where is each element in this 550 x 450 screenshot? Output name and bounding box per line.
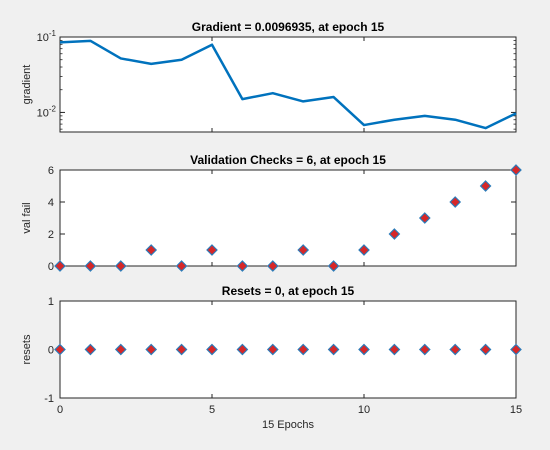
y-tick-label: 10-2 xyxy=(37,104,57,119)
y-tick-base: 10 xyxy=(37,107,49,119)
data-point xyxy=(145,244,158,256)
gradient-line xyxy=(59,39,517,130)
data-point xyxy=(388,343,401,356)
x-tick-label: 0 xyxy=(57,404,63,416)
chart-title: Validation Checks = 6, at epoch 15 xyxy=(190,153,386,167)
data-point xyxy=(54,343,66,356)
y-tick-label: 1 xyxy=(48,296,54,308)
data-point xyxy=(358,244,370,256)
chart-title: Gradient = 0.0096935, at epoch 15 xyxy=(192,20,385,34)
data-point xyxy=(84,260,97,272)
data-point xyxy=(479,180,492,192)
data-point xyxy=(297,244,310,256)
x-tick-label: 10 xyxy=(358,404,370,416)
data-point xyxy=(236,260,249,272)
data-point xyxy=(418,212,431,224)
y-tick-label: 10-1 xyxy=(37,29,57,44)
y-tick-label: 4 xyxy=(48,197,54,209)
data-point xyxy=(449,196,462,208)
data-point xyxy=(236,343,249,356)
y-tick-label: 6 xyxy=(48,165,54,177)
y-axis-label: val fail xyxy=(21,202,33,233)
data-point xyxy=(388,228,401,240)
data-point xyxy=(358,343,370,356)
axes-box xyxy=(59,36,517,133)
data-point xyxy=(206,244,218,256)
data-point xyxy=(418,343,431,356)
data-point xyxy=(266,343,279,356)
data-point xyxy=(449,343,462,356)
data-point xyxy=(327,343,340,356)
axes-box xyxy=(59,169,517,267)
panel-1: Validation Checks = 6, at epoch 15 val fa… xyxy=(21,153,522,273)
x-tick-label: 5 xyxy=(209,404,215,416)
panel-0: Gradient = 0.0096935, at epoch 15 gradien… xyxy=(21,20,517,133)
y-axis-label: gradient xyxy=(21,65,33,105)
y-axis-label: resets xyxy=(21,334,33,364)
chart-title: Resets = 0, at epoch 15 xyxy=(222,284,355,298)
data-point xyxy=(510,164,522,176)
y-tick-label: 2 xyxy=(48,229,54,241)
y-tick-label: -1 xyxy=(44,393,54,405)
data-point xyxy=(327,260,340,272)
y-tick-label: 0 xyxy=(48,345,54,357)
data-point xyxy=(114,260,127,272)
data-point xyxy=(479,343,492,356)
data-point xyxy=(266,260,279,272)
y-tick-base: 10 xyxy=(37,32,49,44)
data-point xyxy=(175,260,188,272)
data-point xyxy=(114,343,127,356)
y-tick-exponent: -1 xyxy=(49,29,57,38)
data-point xyxy=(84,343,97,356)
data-point xyxy=(510,343,522,356)
axes-box xyxy=(59,300,517,399)
y-tick-label: 0 xyxy=(48,261,54,273)
data-point xyxy=(175,343,188,356)
data-point xyxy=(145,343,158,356)
x-axis-label: 15 Epochs xyxy=(262,419,314,431)
x-tick-label: 15 xyxy=(510,404,522,416)
y-tick-exponent: -2 xyxy=(49,104,57,113)
data-point xyxy=(54,260,66,272)
data-point xyxy=(297,343,310,356)
data-point xyxy=(206,343,218,356)
